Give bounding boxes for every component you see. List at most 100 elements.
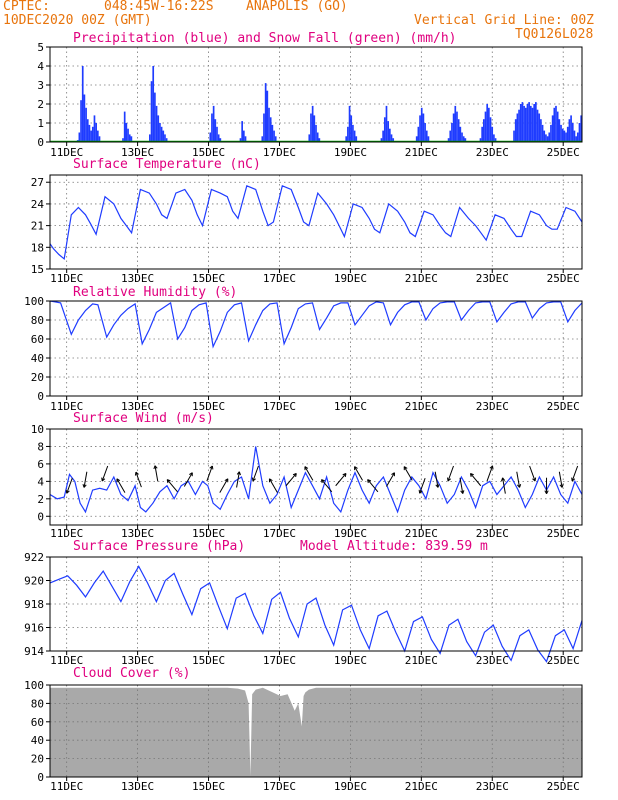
x-tick-label: 13DEC bbox=[121, 780, 154, 793]
precip-bar bbox=[531, 107, 534, 142]
wind-arrow bbox=[418, 478, 426, 494]
x-tick-label: 25DEC bbox=[547, 272, 580, 285]
series-line bbox=[49, 184, 583, 261]
y-tick-label: 922 bbox=[24, 551, 44, 564]
precip-bar bbox=[209, 132, 212, 142]
precip-bar bbox=[422, 113, 425, 142]
y-tick-label: 918 bbox=[24, 598, 44, 611]
x-tick-label: 17DEC bbox=[263, 272, 296, 285]
grid bbox=[50, 175, 582, 270]
wind-arrow bbox=[166, 479, 178, 493]
x-tick-label: 11DEC bbox=[50, 527, 83, 540]
precip-bar bbox=[425, 130, 428, 142]
precip-bar bbox=[383, 117, 386, 142]
precip-bar bbox=[88, 124, 91, 142]
wind-arrow bbox=[134, 471, 142, 488]
header-grid-note: Vertical Grid Line: 00Z bbox=[414, 13, 595, 28]
y-tick-label: 916 bbox=[24, 622, 44, 635]
x-tick-label: 15DEC bbox=[192, 146, 225, 159]
panel-6: 0 20 40 60 80 100 11DEC 13DEC 15DEC 17DEC 19DEC 21D… bbox=[24, 666, 583, 793]
wind-arrow bbox=[500, 477, 506, 494]
precip-bar bbox=[81, 66, 84, 142]
precip-bar bbox=[566, 126, 569, 142]
wind-arrow bbox=[116, 478, 126, 493]
x-tick-label: 19DEC bbox=[334, 780, 367, 793]
precip-bar bbox=[560, 124, 562, 142]
plot-frame bbox=[49, 46, 583, 143]
x-tick-label: 23DEC bbox=[476, 654, 509, 667]
precip-bar bbox=[451, 123, 453, 142]
x-tick-label: 13DEC bbox=[121, 654, 154, 667]
x-tick-label: 23DEC bbox=[476, 146, 509, 159]
x-tick-label: 23DEC bbox=[476, 272, 509, 285]
x-tick-label: 13DEC bbox=[121, 146, 154, 159]
x-tick-label: 13DEC bbox=[121, 527, 154, 540]
precip-bar bbox=[575, 136, 577, 142]
x-tick-label: 23DEC bbox=[476, 780, 509, 793]
precip-bar bbox=[513, 130, 515, 142]
x-tick-label: 19DEC bbox=[334, 527, 367, 540]
precip-bar bbox=[456, 111, 458, 142]
precip-bar bbox=[546, 136, 549, 142]
precip-bar bbox=[98, 136, 101, 142]
precip-bar bbox=[387, 121, 390, 142]
precip-bar bbox=[486, 104, 489, 142]
x-tick-label: 13DEC bbox=[121, 400, 154, 413]
x-tick-label: 23DEC bbox=[476, 400, 509, 413]
panel-title: Surface Temperature (nC) bbox=[73, 157, 261, 172]
precip-bar bbox=[211, 113, 213, 142]
precip-bar bbox=[447, 138, 450, 142]
precip-bar bbox=[90, 130, 92, 142]
wind-arrows bbox=[65, 465, 579, 494]
precip-bar bbox=[489, 117, 492, 142]
precip-bar bbox=[452, 113, 455, 142]
series-line bbox=[49, 300, 583, 349]
precip-bar bbox=[154, 92, 156, 142]
wind-arrow bbox=[354, 466, 363, 481]
precip-bar bbox=[526, 104, 529, 142]
precip-bar bbox=[479, 138, 482, 142]
precip-bar bbox=[573, 130, 576, 142]
precip-bar bbox=[538, 113, 541, 142]
y-tick-label: 4 bbox=[37, 60, 44, 73]
y-tick-label: 80 bbox=[31, 697, 44, 710]
x-tick-label: 15DEC bbox=[192, 527, 225, 540]
precip-bar bbox=[152, 66, 155, 142]
x-tick-label: 15DEC bbox=[192, 654, 225, 667]
precip-bar bbox=[310, 113, 312, 142]
y-tick-label: 40 bbox=[31, 352, 44, 365]
wind-arrow bbox=[529, 465, 537, 482]
panel-4: 0 2 4 6 8 10 11DEC 13DEC 15DEC 17DEC 19DEC 21DEC 23D… bbox=[31, 411, 583, 540]
x-tick-label: 19DEC bbox=[334, 400, 367, 413]
precip-bar bbox=[390, 134, 393, 142]
y-tick-label: 24 bbox=[31, 198, 45, 211]
precip-bar bbox=[125, 123, 128, 142]
wind-arrow bbox=[236, 471, 241, 488]
precip-bar bbox=[316, 132, 319, 142]
precip-bar bbox=[86, 119, 89, 142]
precip-bar bbox=[83, 94, 86, 142]
panel-title: Precipitation (blue) and Snow Fall (gree… bbox=[73, 31, 457, 46]
precip-bar bbox=[561, 128, 564, 142]
precip-bar bbox=[415, 136, 418, 142]
y-tick-label: 3 bbox=[37, 79, 44, 92]
precip-bar bbox=[130, 136, 133, 142]
precip-bar bbox=[535, 102, 537, 142]
precip-bar bbox=[216, 126, 218, 142]
precip-bar bbox=[424, 123, 426, 142]
wind-arrow bbox=[447, 465, 454, 482]
y-tick-label: 0 bbox=[37, 136, 44, 149]
precip-bar bbox=[127, 128, 129, 142]
y-tick-label: 100 bbox=[24, 679, 44, 692]
y-tick-label: 20 bbox=[31, 371, 44, 384]
wind-arrow bbox=[268, 478, 278, 493]
precip-bar bbox=[382, 130, 384, 142]
precip-bar bbox=[95, 123, 97, 142]
precip-bar bbox=[488, 107, 490, 142]
precip-bar bbox=[219, 138, 222, 142]
wind-arrow bbox=[459, 477, 465, 494]
precip-bar bbox=[553, 107, 556, 142]
wind-arrow bbox=[285, 473, 297, 487]
precip-bar bbox=[352, 124, 354, 142]
header-source: CPTEC: bbox=[3, 0, 50, 14]
